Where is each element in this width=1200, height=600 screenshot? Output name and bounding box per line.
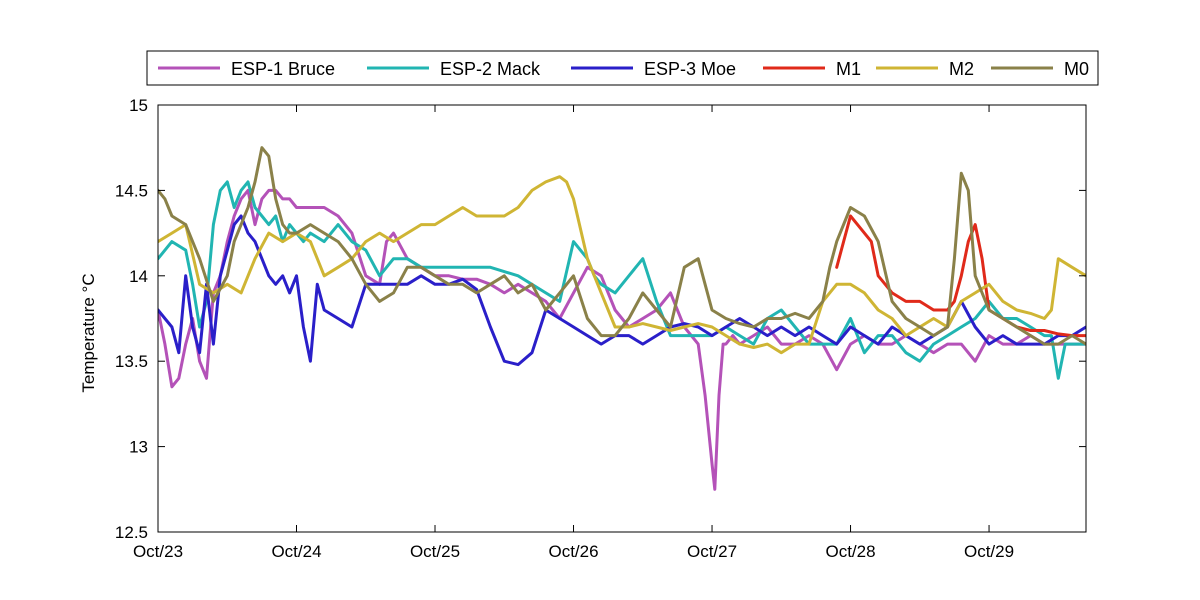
- x-tick-label: Oct/25: [410, 542, 460, 561]
- legend: ESP-1 Bruce ESP-2 Mack ESP-3 Moe M1 M2 M0: [146, 50, 1099, 86]
- y-tick-label: 14: [129, 267, 148, 286]
- y-tick-label: 13: [129, 438, 148, 457]
- x-tick-label: Oct/26: [548, 542, 598, 561]
- plot-area: Oct/23 Oct/24 Oct/25 Oct/26 Oct/27 Oct/28 Oct/…: [79, 96, 1087, 561]
- series-layer: [158, 146, 1086, 491]
- y-tick-label: 13.5: [115, 352, 148, 371]
- legend-label-m1: M1: [836, 59, 861, 79]
- legend-label-esp-2-mack: ESP-2 Mack: [440, 59, 541, 79]
- y-tick-label: 15: [129, 96, 148, 115]
- series-line-esp-1-bruce: [158, 188, 1086, 491]
- axes-frame: [157, 104, 1087, 533]
- x-tick-label: Oct/28: [825, 542, 875, 561]
- legend-label-m2: M2: [949, 59, 974, 79]
- legend-label-m0: M0: [1064, 59, 1089, 79]
- y-tick-label: 14.5: [115, 181, 148, 200]
- legend-label-esp-1-bruce: ESP-1 Bruce: [231, 59, 335, 79]
- legend-label-esp-3-moe: ESP-3 Moe: [644, 59, 736, 79]
- y-axis: 12.5 13 13.5 14 14.5 15: [115, 96, 1086, 542]
- y-axis-title: Temperature °C: [79, 273, 98, 392]
- series-line-m0: [158, 146, 1086, 346]
- x-tick-label: Oct/24: [271, 542, 321, 561]
- y-tick-label: 12.5: [115, 523, 148, 542]
- x-tick-label: Oct/29: [964, 542, 1014, 561]
- series-line-esp-2-mack: [158, 180, 1086, 380]
- x-tick-label: Oct/23: [133, 542, 183, 561]
- x-axis: Oct/23 Oct/24 Oct/25 Oct/26 Oct/27 Oct/28 Oct/…: [133, 105, 1014, 561]
- x-tick-label: Oct/27: [687, 542, 737, 561]
